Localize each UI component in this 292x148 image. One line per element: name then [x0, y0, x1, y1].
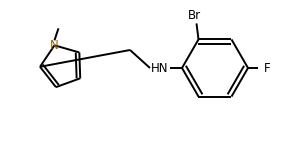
Text: F: F: [264, 62, 270, 74]
Text: Br: Br: [188, 9, 201, 22]
Text: N: N: [50, 39, 59, 52]
Text: HN: HN: [151, 62, 169, 74]
